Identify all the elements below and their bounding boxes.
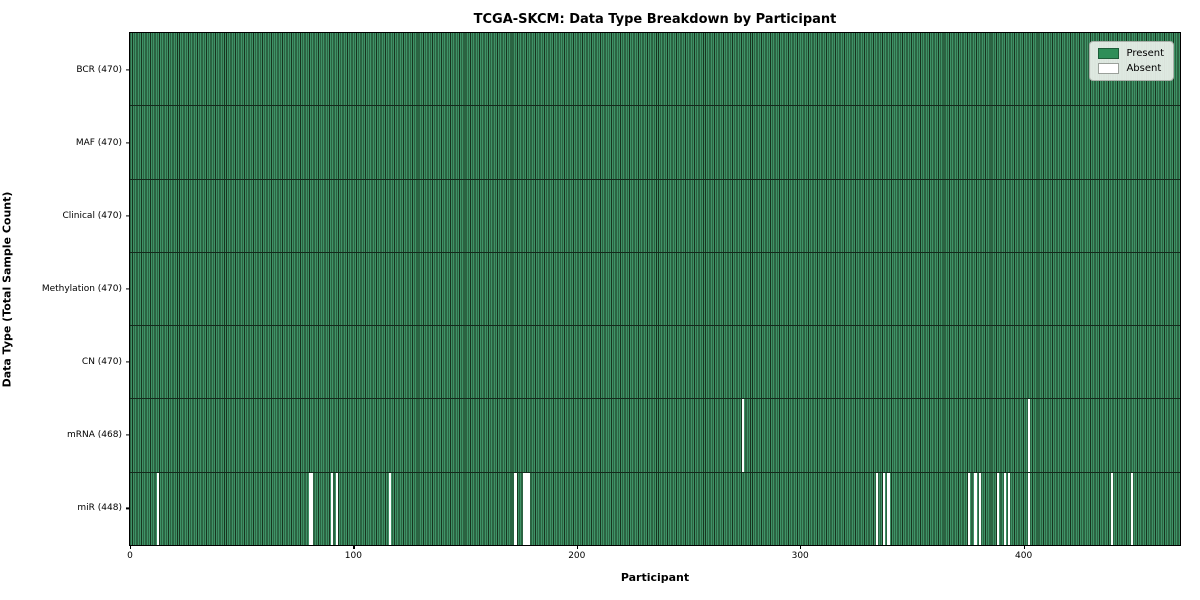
absent-mark-mir-334 <box>876 472 879 545</box>
absent-mark-mir-81 <box>310 472 314 545</box>
legend-swatch-absent-icon <box>1098 63 1120 74</box>
absent-mark-mir-92 <box>335 472 338 545</box>
absent-mark-mrna-402 <box>1028 399 1031 472</box>
heatmap-row-clinical <box>130 178 1180 252</box>
y-tick-mark-methylation <box>126 288 130 290</box>
y-tick-mark-cn <box>126 361 130 363</box>
heatmap-row-mrna <box>130 398 1180 472</box>
y-tick-mark-mrna <box>126 434 130 436</box>
y-tick-label-bcr: BCR (470) <box>76 64 122 75</box>
x-tick-label-200: 200 <box>568 551 586 561</box>
x-tick-label-100: 100 <box>344 551 362 561</box>
y-tick-mark-clinical <box>126 215 130 217</box>
x-tick-mark-100 <box>353 545 355 549</box>
x-tick-label-400: 400 <box>1015 551 1033 561</box>
absent-mark-mir-391 <box>1003 472 1006 545</box>
legend-item-absent: Absent <box>1098 63 1164 74</box>
heatmap-rows <box>130 33 1180 545</box>
y-tick-label-maf: MAF (470) <box>75 137 122 148</box>
absent-mark-mir-402 <box>1028 472 1031 545</box>
x-tick-mark-200 <box>576 545 578 549</box>
x-tick-label-0: 0 <box>127 551 133 561</box>
absent-mark-mir-337 <box>882 472 886 545</box>
legend: Present Absent <box>1089 41 1174 81</box>
y-tick-label-clinical: Clinical (470) <box>62 210 122 221</box>
x-tick-label-300: 300 <box>791 551 809 561</box>
absent-mark-mrna-274 <box>742 399 745 472</box>
absent-mark-mir-90 <box>331 472 334 545</box>
y-tick-mark-mir <box>126 507 130 510</box>
absent-mark-mir-388 <box>996 472 1000 545</box>
heatmap-row-methylation <box>130 251 1180 326</box>
x-tick-mark-400 <box>1023 545 1025 549</box>
absent-mark-mir-116 <box>389 472 392 545</box>
absent-mark-mir-375 <box>967 472 971 545</box>
absent-mark-mir-393 <box>1007 472 1011 545</box>
heatmap-row-cn <box>130 325 1180 399</box>
absent-mark-mir-339 <box>887 472 890 545</box>
y-tick-label-methylation: Methylation (470) <box>41 284 122 294</box>
absent-mark-mir-80 <box>308 472 312 545</box>
absent-mark-mir-178 <box>527 472 530 545</box>
legend-label-present: Present <box>1126 48 1164 59</box>
heatmap-row-maf <box>130 105 1180 179</box>
x-tick-mark-0 <box>130 545 132 549</box>
legend-swatch-present-icon <box>1098 48 1120 59</box>
absent-mark-mir-439 <box>1110 472 1114 545</box>
absent-mark-mir-378 <box>974 472 977 545</box>
absent-mark-mir-172 <box>514 472 517 545</box>
legend-item-present: Present <box>1098 48 1164 59</box>
y-tick-label-cn: CN (470) <box>81 357 122 368</box>
heatmap-row-mir <box>130 471 1180 545</box>
absent-mark-mir-12 <box>156 472 160 545</box>
absent-mark-mir-448 <box>1130 472 1134 545</box>
heatmap-row-bcr <box>130 33 1180 106</box>
chart-title: TCGA-SKCM: Data Type Breakdown by Partic… <box>473 12 837 27</box>
y-tick-label-mir: miR (448) <box>77 503 122 514</box>
legend-label-absent: Absent <box>1126 63 1162 74</box>
absent-mark-mir-177 <box>525 472 528 545</box>
plot-area: BCR (470) MAF (470) Clinical (470) Methylat… <box>42 32 1181 561</box>
absent-mark-mir-176 <box>523 472 526 545</box>
x-axis-label: Participant <box>620 571 690 584</box>
y-tick-mark-maf <box>126 142 130 144</box>
x-tick-mark-300 <box>800 545 802 549</box>
y-tick-label-mrna: mRNA (468) <box>67 430 122 441</box>
y-tick-mark-bcr <box>126 68 130 71</box>
absent-mark-mir-380 <box>978 472 982 545</box>
